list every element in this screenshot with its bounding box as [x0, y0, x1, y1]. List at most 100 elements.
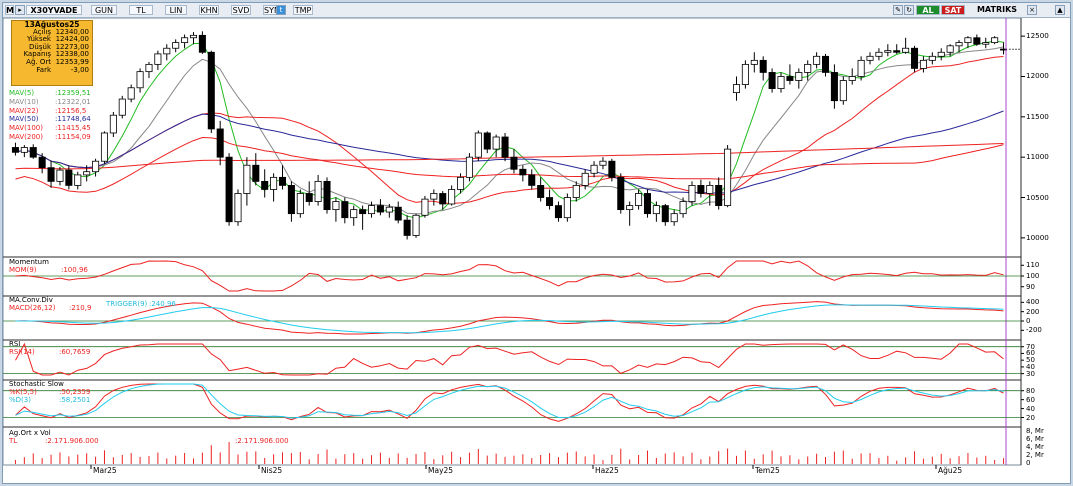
ma10-line [15, 46, 1004, 215]
macd-value: :210,9 [69, 304, 92, 312]
macd-trigger-value: :240,96 [149, 300, 176, 308]
y-tick-label: 10500 [1026, 192, 1049, 202]
y-tick-label: 11500 [1026, 111, 1049, 121]
y-tick-label: 12000 [1026, 71, 1049, 81]
candle-body [804, 63, 812, 73]
candle-body [902, 47, 910, 53]
candle-body [305, 193, 313, 202]
candle-body [430, 193, 438, 200]
twitter-icon[interactable]: t [276, 5, 286, 15]
candle-body [741, 63, 749, 85]
toolbar-button-tmp[interactable]: TMP [293, 5, 313, 15]
macd-trigger-line [15, 304, 1004, 334]
ma-legend-name: MAV(100) [9, 124, 43, 133]
candle-body [839, 80, 847, 102]
y-tick-label: 12500 [1026, 31, 1049, 41]
candle-body [341, 201, 349, 219]
ohlc-info-box: 13Ağustos25 Açılış 12340,00 Yüksek 12424,00… [11, 20, 93, 86]
candle-body [795, 72, 803, 81]
toolbar-button-khn[interactable]: KHN [199, 5, 219, 15]
candle-body [56, 169, 64, 182]
candle-body [83, 171, 91, 176]
candle-body [136, 71, 144, 89]
candle-body [688, 185, 696, 202]
candle-body [964, 37, 972, 43]
symbol-field[interactable]: X30YVADE [26, 5, 82, 15]
rsi-line [15, 342, 1004, 376]
ma-legend-value: :11154,09 [55, 133, 91, 141]
y-tick-label: 20 [1026, 413, 1035, 422]
candle-body [368, 205, 376, 215]
candle-body [652, 205, 660, 215]
candle-body [474, 132, 482, 158]
toolbar-button-lin[interactable]: LIN [165, 5, 187, 15]
momentum-value: :100,96 [61, 266, 88, 274]
candle-body [439, 193, 447, 205]
ma-legend-name: MAV(10) [9, 97, 39, 106]
menu-m-button[interactable]: M [5, 5, 14, 15]
stoch-d-legend: %D(3) [9, 396, 31, 404]
y-tick-label: 10000 [1026, 232, 1049, 242]
momentum-legend: MOM(9) [9, 266, 37, 274]
candle-body [635, 193, 643, 206]
ma-legend-name: MAV(5) [9, 89, 35, 97]
close-icon[interactable]: × [1027, 5, 1037, 15]
ohlc-key: Açılış [33, 27, 51, 36]
candle-body [20, 147, 28, 153]
candle-body [465, 156, 473, 178]
y-tick-label: 100 [1026, 272, 1040, 280]
y-tick-label: 400 [1026, 298, 1040, 307]
x-tick-label: May25 [428, 466, 454, 475]
buy-button[interactable]: AL [916, 5, 940, 15]
candle-body [109, 114, 117, 134]
candle-body [47, 167, 55, 182]
candle-body [181, 37, 189, 43]
candle-body [848, 76, 856, 81]
candle-body [955, 42, 963, 47]
momentum-line [15, 260, 1004, 292]
candle-body [501, 136, 509, 158]
ma-legend-name: MAV(50) [9, 115, 39, 124]
ohlc-row: Açılış 12340,00 [12, 27, 92, 37]
candle-body [919, 59, 927, 69]
ma-legend-value: :11415,45 [55, 124, 91, 133]
ohlc-key: Düşük [29, 42, 51, 51]
y-tick-label: 60 [1026, 395, 1035, 404]
y-tick-label: 60 [1026, 349, 1035, 358]
toolbar-button-tl[interactable]: TL [129, 5, 153, 15]
ohlc-key: Kapanış [23, 50, 51, 59]
candle-body [457, 176, 465, 190]
candle-body [287, 185, 295, 215]
stoch-title: Stochastic Slow [9, 380, 64, 388]
ma50-line [15, 110, 1004, 194]
toolbar-button-gun[interactable]: GUN [91, 5, 117, 15]
candle-body [216, 128, 224, 158]
pin-icon[interactable]: ▸ [15, 5, 25, 15]
candle-body [394, 206, 402, 221]
candle-body [198, 34, 206, 53]
edit-icon[interactable]: ✎ [893, 5, 903, 15]
candle-body [189, 34, 198, 39]
candle-body [483, 132, 491, 150]
y-tick-label: 40 [1026, 362, 1035, 371]
y-tick-label: 6, Mr [1026, 435, 1044, 443]
scroll-up-icon[interactable]: ▲ [1055, 5, 1065, 15]
refresh-icon[interactable]: ↻ [904, 5, 914, 15]
toolbar-button-svd[interactable]: SVD [231, 5, 251, 15]
y-tick-label: 11000 [1026, 152, 1049, 162]
ma-legend-value: :12156,5 [55, 106, 87, 115]
sell-button[interactable]: SAT [941, 5, 965, 15]
ma-legend-item: MAV(100) :11415,45 [9, 124, 91, 132]
candle-body [608, 160, 616, 178]
candle-body [928, 55, 936, 61]
ma-legend-item: MAV(10):12322,01 [9, 98, 91, 106]
candle-body [830, 72, 838, 102]
candle-body [911, 47, 919, 69]
candle-body [590, 164, 598, 174]
candle-body [172, 42, 180, 49]
stoch-d-value: :58,2501 [59, 396, 91, 404]
ohlc-key: Yüksek [27, 35, 51, 44]
candle-body [145, 63, 153, 73]
stoch-k-value: :50,2359 [59, 388, 91, 396]
candle-body [350, 209, 358, 219]
